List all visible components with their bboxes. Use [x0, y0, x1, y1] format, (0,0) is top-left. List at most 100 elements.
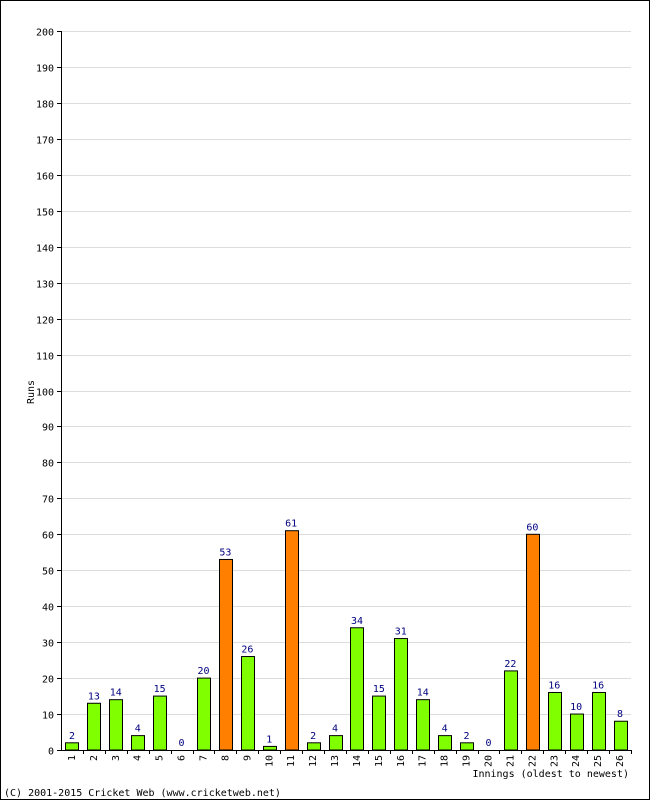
x-tick-label-8: 8	[220, 755, 231, 761]
x-tick-label-18: 18	[440, 755, 451, 767]
y-tick-label-70: 70	[42, 495, 54, 506]
data-label-innings-1: 2	[69, 731, 75, 742]
y-tick-label-20: 20	[42, 675, 54, 686]
data-label-innings-7: 20	[197, 666, 209, 677]
axes	[57, 31, 632, 754]
bar-innings-3	[109, 699, 123, 751]
data-label-innings-10: 1	[266, 734, 272, 745]
data-label-innings-2: 13	[88, 691, 100, 702]
data-label-innings-6: 0	[179, 738, 185, 749]
data-label-innings-19: 2	[464, 731, 470, 742]
data-label-innings-22: 60	[526, 522, 538, 533]
bar-innings-14	[350, 627, 364, 751]
bar-innings-9	[241, 656, 255, 751]
data-label-innings-20: 0	[485, 738, 491, 749]
bar-innings-18	[438, 735, 452, 751]
bar-innings-13	[329, 735, 343, 751]
y-tick-label-190: 190	[36, 64, 54, 75]
x-tick-label-22: 22	[527, 755, 538, 767]
data-label-innings-11: 61	[285, 519, 297, 530]
data-label-innings-5: 15	[154, 684, 166, 695]
data-label-innings-18: 4	[442, 724, 448, 735]
data-label-innings-15: 15	[373, 684, 385, 695]
bar-innings-22	[526, 533, 540, 751]
bar-innings-4	[131, 735, 145, 751]
x-tick-label-16: 16	[396, 755, 407, 767]
x-tick-label-3: 3	[111, 755, 122, 761]
bar-innings-2	[87, 702, 101, 751]
x-tick-label-20: 20	[484, 755, 495, 767]
x-tick-label-10: 10	[264, 755, 275, 767]
bars	[65, 530, 628, 751]
bar-innings-10	[263, 745, 277, 751]
y-tick-label-100: 100	[36, 388, 54, 399]
x-tick-label-25: 25	[593, 755, 604, 767]
data-label-innings-23: 16	[548, 680, 560, 691]
x-tick-label-11: 11	[286, 755, 297, 767]
x-tick-labels: 1 2 3 4 5 6 7 8 9 10 11 12 13 14 15 16 17 18 19 20 21 22 23 24 2…	[67, 755, 626, 767]
x-tick-label-2: 2	[89, 755, 100, 761]
y-tick-label-80: 80	[42, 459, 54, 470]
bar-innings-26	[614, 720, 628, 751]
data-label-innings-3: 14	[110, 688, 122, 699]
y-tick-label-110: 110	[36, 352, 54, 363]
y-tick-label-200: 200	[36, 28, 54, 39]
bar-innings-24	[570, 713, 584, 751]
y-tick-label-90: 90	[42, 423, 54, 434]
y-tick-label-30: 30	[42, 639, 54, 650]
x-tick-label-4: 4	[133, 755, 144, 761]
data-label-innings-21: 22	[504, 659, 516, 670]
x-tick-label-23: 23	[549, 755, 560, 767]
bar-innings-11	[285, 530, 299, 751]
y-tick-labels: 0 10 20 30 40 50 60 70 80 90 100 110 120 130 140 150 160…	[36, 28, 54, 758]
bar-innings-21	[504, 670, 518, 751]
x-axis-label: Innings (oldest to newest)	[472, 769, 629, 780]
data-label-innings-16: 31	[395, 627, 407, 638]
x-tick-label-5: 5	[155, 755, 166, 761]
data-label-innings-25: 16	[592, 680, 604, 691]
bar-innings-16	[394, 638, 408, 751]
data-label-innings-13: 4	[332, 724, 338, 735]
bar-innings-5	[153, 695, 167, 751]
y-tick-label-0: 0	[48, 747, 54, 758]
data-label-innings-24: 10	[570, 702, 582, 713]
bar-innings-7	[197, 677, 211, 751]
x-tick-label-6: 6	[177, 755, 188, 761]
y-tick-label-160: 160	[36, 172, 54, 183]
x-tick-label-21: 21	[505, 755, 516, 767]
data-label-innings-26: 8	[617, 709, 623, 720]
y-tick-label-10: 10	[42, 711, 54, 722]
bar-innings-15	[372, 695, 386, 751]
x-tick-label-12: 12	[308, 755, 319, 767]
data-label-innings-14: 34	[351, 616, 363, 627]
data-label-innings-12: 2	[310, 731, 316, 742]
x-tick-label-17: 17	[418, 755, 429, 767]
x-tick-label-14: 14	[352, 755, 363, 767]
y-tick-label-50: 50	[42, 567, 54, 578]
x-tick-label-19: 19	[462, 755, 473, 767]
bar-innings-8	[219, 558, 233, 751]
data-label-innings-8: 53	[219, 547, 231, 558]
y-axis-label: Runs	[26, 380, 37, 404]
bar-innings-19	[460, 742, 474, 751]
y-tick-label-150: 150	[36, 208, 54, 219]
y-tick-label-120: 120	[36, 316, 54, 327]
y-tick-label-170: 170	[36, 136, 54, 147]
x-tick-label-7: 7	[199, 755, 210, 761]
data-label-innings-9: 26	[241, 645, 253, 656]
grid-lines	[61, 31, 631, 715]
x-tick-label-1: 1	[67, 755, 78, 761]
bar-innings-1	[65, 742, 79, 751]
data-labels: 213 1441502053261612434153114420226016101…	[69, 519, 623, 749]
bar-innings-12	[307, 742, 321, 751]
y-tick-label-140: 140	[36, 244, 54, 255]
copyright-text: (C) 2001-2015 Cricket Web (www.cricketwe…	[4, 788, 281, 799]
x-tick-label-9: 9	[242, 755, 253, 761]
x-tick-label-13: 13	[330, 755, 341, 767]
bar-innings-25	[592, 691, 606, 751]
x-tick-label-26: 26	[615, 755, 626, 767]
y-tick-label-40: 40	[42, 603, 54, 614]
data-label-innings-17: 14	[417, 688, 429, 699]
